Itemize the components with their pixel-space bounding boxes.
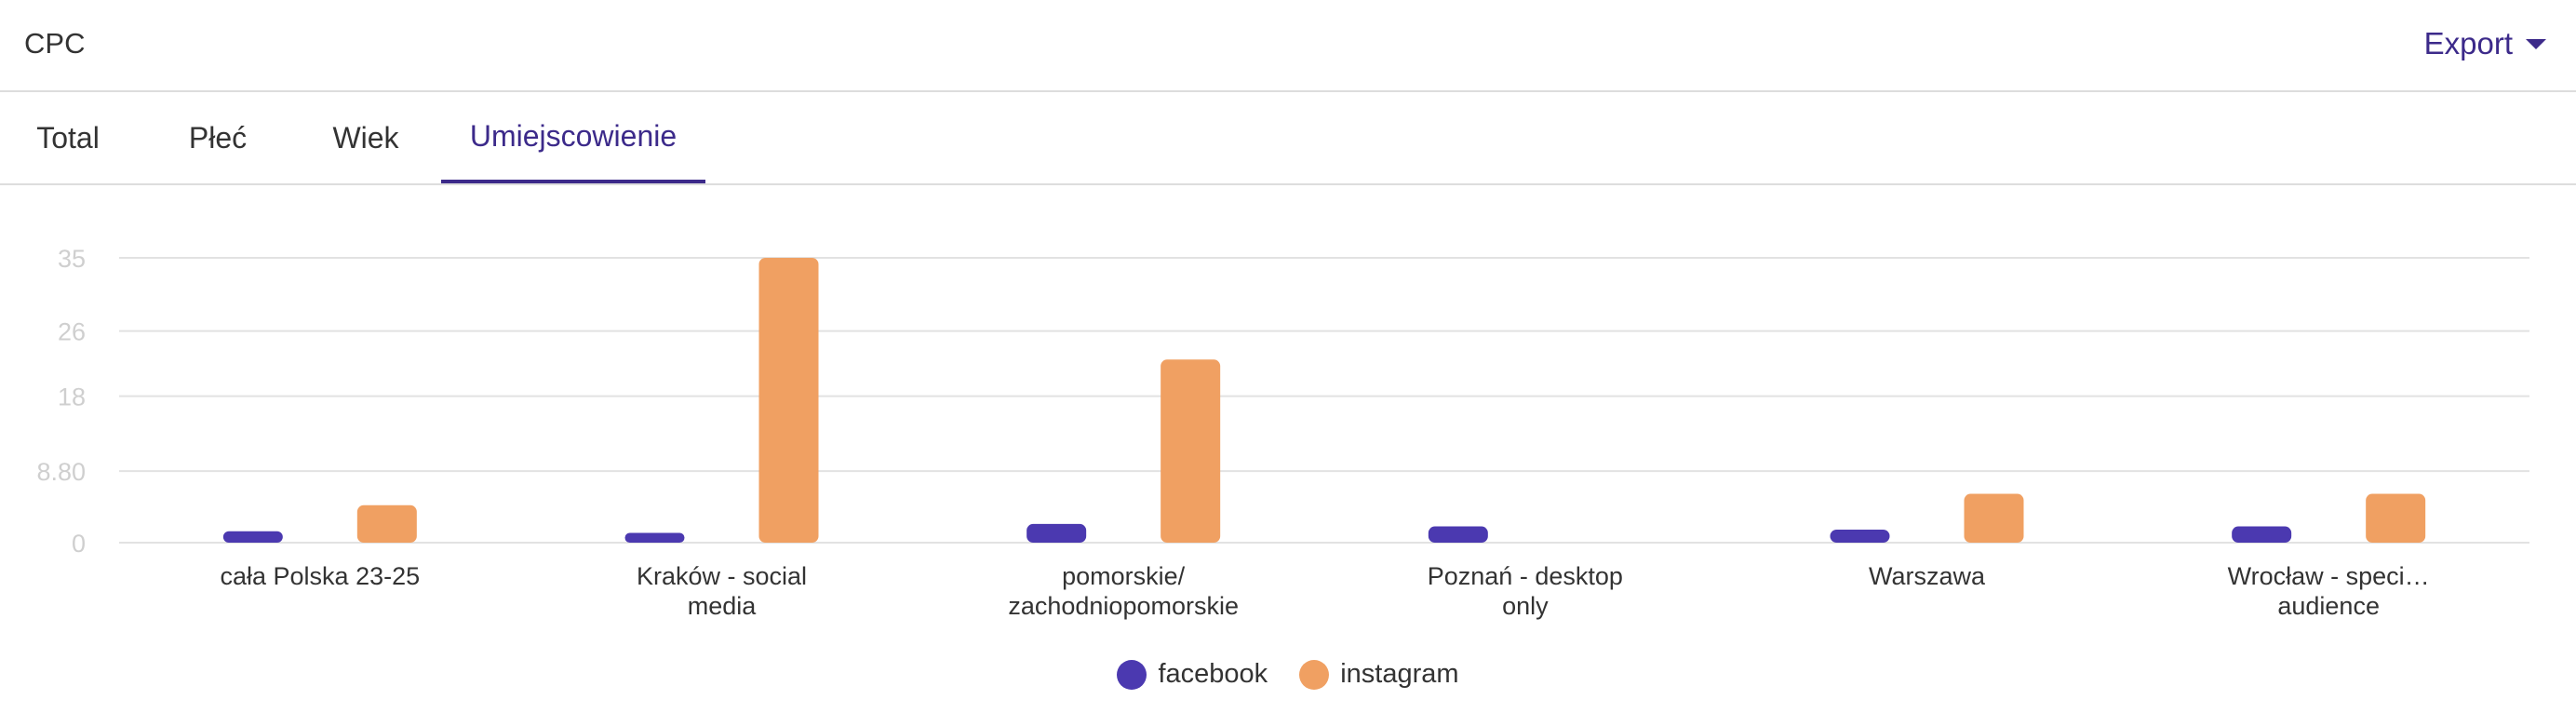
x-tick-label: Wrocław - speci… audience [2228,562,2430,620]
bar-instagram [758,258,819,543]
x-tick-label: cała Polska 23-25 [221,562,421,590]
legend-dot-instagram [1299,659,1330,690]
bar-instagram [1964,493,2024,543]
bar-facebook [1026,523,1087,543]
x-tick-label-line: media [688,592,758,620]
x-tick-label-line: audience [2277,592,2380,620]
bar-facebook [2232,526,2292,543]
caret-down-icon [2526,38,2546,49]
tab-bar: Total Płeć Wiek Umiejscowienie [0,92,2576,185]
y-tick-label: 35 [58,245,86,273]
bar-instagram [1161,359,1221,543]
bar-chart: 0 8.80 18 26 35 cała Polska 23-25 Kraków - soc… [36,245,2529,620]
x-tick-label: Poznań - desktop only [1428,562,1623,620]
x-tick-label-line: pomorskie/ [1062,562,1186,590]
tab-total[interactable]: Total [36,120,100,155]
legend-label-instagram: instagram [1340,659,1459,689]
tab-umiejscowienie[interactable]: Umiejscowienie [441,92,705,183]
legend-item-instagram[interactable]: instagram [1299,659,1459,690]
x-tick-label-line: Poznań - desktop [1428,562,1623,590]
bar-instagram [2366,493,2426,543]
x-tick-label-line: Warszawa [1869,562,1986,590]
x-tick-label-line: zachodniopomorskie [1008,592,1239,620]
legend-dot-facebook [1117,659,1147,690]
x-tick-label-line: Kraków - social [637,562,807,590]
tab-plec[interactable]: Płeć [188,120,248,155]
legend-item-facebook[interactable]: facebook [1117,659,1268,690]
bar-facebook [1830,530,1890,543]
legend-label-facebook: facebook [1158,659,1268,689]
bar-instagram [356,504,417,543]
x-tick-label-line: Wrocław - speci… [2228,562,2430,590]
x-tick-label: Kraków - social media [637,562,807,620]
y-tick-label: 26 [58,318,86,346]
chart-legend: facebook instagram [0,659,2576,690]
chart-title: CPC [24,27,86,60]
bar-facebook [1428,526,1488,543]
y-tick-label: 8.80 [36,458,86,486]
export-dropdown-button[interactable]: Export [2424,26,2546,61]
x-tick-label: Warszawa [1869,562,1986,590]
bar-facebook [222,531,283,543]
tab-wiek[interactable]: Wiek [332,120,399,155]
chart-header: CPC Export [0,0,2576,92]
x-tick-label-line: cała Polska 23-25 [221,562,421,590]
y-tick-label: 0 [72,530,86,558]
x-tick-label-line: only [1502,592,1549,620]
x-tick-label: pomorskie/zachodniopomorskie [1008,562,1239,620]
export-label: Export [2423,26,2513,61]
bar-facebook [624,532,685,543]
y-tick-label: 18 [58,383,86,411]
